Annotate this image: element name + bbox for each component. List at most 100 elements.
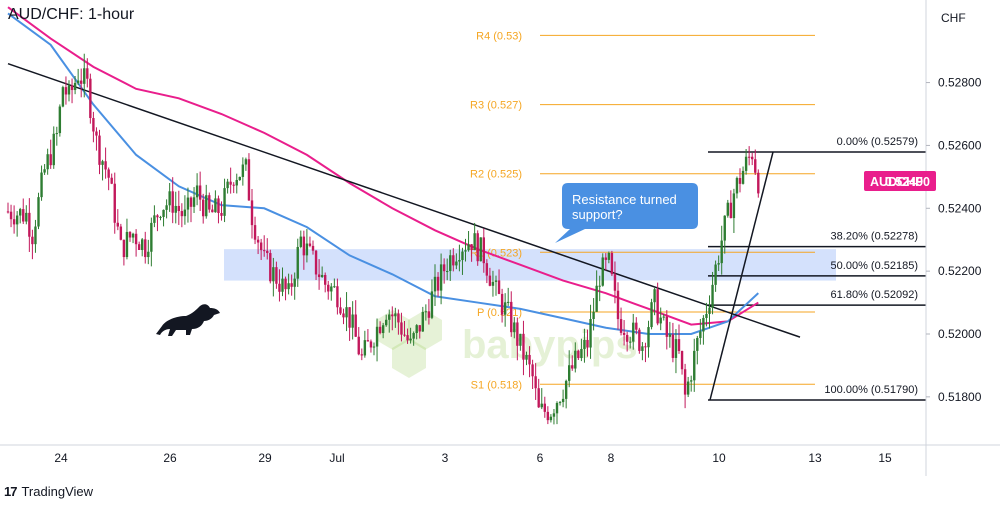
candle-body-168 (519, 333, 522, 346)
candle-body-106 (330, 286, 333, 292)
price-badge: AUDCHF 0.52490 (864, 171, 936, 191)
candle-body-159 (491, 281, 495, 286)
footer[interactable]: 17 TradingView (4, 484, 93, 499)
candle-body-230 (708, 307, 711, 314)
candle-body-61 (192, 197, 196, 207)
ma-slow-line (7, 6, 759, 326)
chart-title: AUD/CHF: 1-hour (8, 6, 135, 23)
candle-body-78 (244, 159, 248, 165)
candle-body-181 (558, 402, 562, 404)
candle-body-204 (629, 341, 632, 343)
candle-body-76 (238, 176, 241, 180)
candle-body-145 (449, 255, 452, 272)
candle-body-216 (665, 316, 668, 337)
candle-body-4 (19, 209, 22, 216)
candle-body-180 (555, 402, 559, 414)
candle-body-177 (546, 411, 550, 421)
candle-body-155 (479, 237, 482, 262)
candlestick-series (6, 53, 760, 425)
candle-body-179 (552, 413, 556, 417)
candle-body-64 (202, 199, 205, 217)
candle-body-209 (644, 346, 647, 348)
candle-body-84 (263, 250, 266, 252)
candle-body-70 (220, 212, 223, 216)
candle-body-234 (720, 240, 723, 264)
candle-body-210 (647, 327, 650, 348)
candle-body-167 (516, 322, 519, 346)
candle-body-215 (662, 316, 665, 318)
candle-body-5 (22, 209, 25, 222)
fib-label-2: 50.00% (0.52185) (831, 260, 918, 272)
candle-body-23 (76, 80, 80, 83)
candle-body-0 (6, 211, 10, 213)
candle-body-158 (488, 275, 492, 286)
candle-body-53 (168, 191, 171, 206)
candle-body-217 (668, 334, 672, 337)
candle-body-98 (305, 243, 309, 256)
price-badge-bg (864, 171, 936, 191)
candle-body-222 (683, 369, 687, 395)
pivot-label-0: R4 (0.53) (476, 30, 522, 42)
candle-body-130 (403, 334, 406, 336)
candle-body-82 (256, 239, 260, 243)
candle-body-134 (415, 325, 418, 334)
candle-body-112 (348, 307, 351, 328)
candle-body-63 (198, 185, 202, 200)
candle-body-227 (699, 331, 702, 339)
candle-body-57 (180, 211, 184, 217)
candle-body-219 (674, 339, 678, 358)
candle-body-6 (25, 212, 28, 222)
y-tick-label-0: 0.52800 (938, 76, 982, 90)
candle-body-37 (119, 226, 123, 240)
candle-body-228 (702, 317, 705, 332)
candle-body-150 (464, 250, 467, 252)
candle-body-245 (754, 159, 757, 173)
candle-body-107 (333, 286, 336, 288)
candle-body-212 (653, 289, 656, 303)
candle-body-154 (476, 233, 479, 262)
candle-body-97 (302, 236, 306, 256)
candle-body-143 (442, 264, 446, 272)
candle-body-79 (247, 159, 251, 201)
candle-body-54 (171, 191, 174, 213)
candle-body-187 (577, 350, 580, 359)
candle-body-86 (269, 253, 272, 282)
candle-body-162 (500, 293, 504, 315)
candle-body-225 (693, 350, 696, 381)
candle-body-25 (83, 68, 86, 84)
candle-body-211 (650, 302, 653, 328)
candle-body-120 (372, 346, 376, 348)
candle-body-42 (134, 233, 138, 245)
currency-label: CHF (941, 11, 966, 25)
candle-body-85 (266, 250, 269, 254)
candle-body-200 (616, 290, 620, 320)
trendline (7, 63, 801, 338)
candle-body-119 (369, 341, 373, 348)
candle-body-213 (656, 289, 659, 324)
candle-body-126 (391, 314, 394, 317)
callout-text: Resistance turned support? (572, 192, 680, 222)
candle-body-58 (183, 209, 187, 217)
candle-body-30 (98, 135, 101, 165)
candle-body-203 (625, 334, 629, 342)
candle-body-174 (537, 388, 540, 408)
candle-body-127 (394, 313, 397, 317)
candle-body-17 (58, 106, 62, 134)
candle-body-218 (671, 334, 675, 358)
candle-body-244 (751, 156, 754, 160)
candle-body-239 (735, 177, 739, 194)
candle-body-157 (485, 263, 489, 276)
candle-body-123 (381, 325, 385, 334)
candle-body-39 (125, 231, 129, 258)
fib-swing-line (709, 151, 774, 401)
y-tick-label-4: 0.52000 (938, 327, 982, 341)
candle-body-131 (406, 335, 409, 341)
candle-body-94 (293, 278, 296, 287)
candle-body-92 (287, 283, 290, 290)
candle-body-19 (64, 87, 68, 95)
candle-body-111 (345, 307, 348, 318)
y-tick-label-3: 0.52200 (938, 264, 982, 278)
candle-body-80 (250, 200, 254, 226)
y-tick-label-5: 0.51800 (938, 390, 982, 404)
